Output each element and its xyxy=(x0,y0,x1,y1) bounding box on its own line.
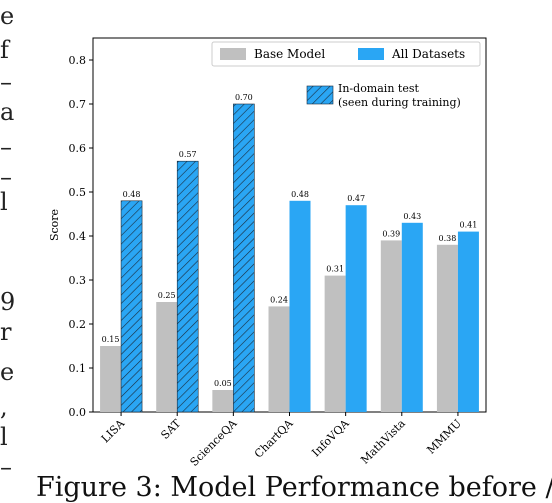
data-label-base: 0.25 xyxy=(158,291,176,300)
bar-all-mmmu xyxy=(457,231,479,412)
data-label-all: 0.48 xyxy=(291,190,309,199)
bar-base-infovqa xyxy=(324,275,346,412)
margin-glyph: f xyxy=(0,36,9,64)
data-label-all: 0.41 xyxy=(460,221,478,230)
x-tick-label: ChartQA xyxy=(252,416,296,460)
data-label-base: 0.24 xyxy=(270,295,288,304)
y-tick-label: 0.2 xyxy=(69,318,87,331)
bar-base-chartqa xyxy=(268,306,290,412)
bars-group: 0.15 0.48 0.25 0.57 0.05 0.70 0.24 0.48 0.31 0.47… xyxy=(100,93,479,413)
margin-glyph: – xyxy=(0,453,12,481)
y-tick-label: 0.5 xyxy=(69,186,87,199)
bar-base-scienceqa xyxy=(212,390,234,412)
data-label-all: 0.57 xyxy=(179,150,197,159)
data-label-base: 0.15 xyxy=(102,335,120,344)
margin-glyph: l xyxy=(0,188,8,216)
bar-base-mmmu xyxy=(436,244,458,412)
legend-swatch-base xyxy=(220,48,246,60)
x-tick-label: InfoVQA xyxy=(309,416,352,459)
margin-glyph: a xyxy=(0,98,15,126)
legend-label-in-domain: In-domain test xyxy=(338,82,419,95)
margin-glyph: – xyxy=(0,163,12,191)
y-tick-label: 0.7 xyxy=(69,98,87,111)
data-label-base: 0.31 xyxy=(326,265,344,274)
margin-glyph: – xyxy=(0,133,12,161)
bar-base-mathvista xyxy=(380,240,402,412)
legend-label-all: All Datasets xyxy=(391,47,465,61)
legend-box xyxy=(211,41,481,67)
bar-base-sat xyxy=(156,302,178,412)
bar-all-scienceqa xyxy=(233,103,255,413)
y-tick-label: 0.3 xyxy=(69,274,87,287)
data-label-all: 0.47 xyxy=(347,194,365,203)
margin-glyph: r xyxy=(0,318,12,346)
margin-glyph: l xyxy=(0,423,8,451)
x-tick-label: MMMU xyxy=(424,417,464,457)
margin-glyph: , xyxy=(0,393,8,421)
legend-swatch-in-domain xyxy=(306,85,334,105)
y-axis-label: Score xyxy=(48,209,61,241)
data-label-all: 0.43 xyxy=(403,212,421,221)
bar-all-chartqa xyxy=(289,200,311,412)
margin-glyph: e xyxy=(0,358,15,386)
legend: Base Model All Datasets In-domain test(see… xyxy=(211,41,481,109)
y-tick-label: 0.0 xyxy=(69,406,87,419)
margin-glyph: e xyxy=(0,2,15,30)
y-tick-label: 0.8 xyxy=(69,54,87,67)
x-tick-label: ScienceQA xyxy=(188,416,241,469)
y-tick-label: 0.4 xyxy=(69,230,87,243)
legend-swatch-all xyxy=(358,48,384,60)
margin-glyph: – xyxy=(0,68,12,96)
data-label-all: 0.70 xyxy=(235,93,253,102)
x-tick-label: MathVista xyxy=(358,417,408,467)
bar-all-lisa xyxy=(120,200,143,413)
bar-base-lisa xyxy=(100,346,122,412)
bar-chart: 0.0 0.1 0.2 0.3 0.4 0.5 0.6 0.7 0.8 Score LISA SAT S… xyxy=(48,37,487,469)
data-label-base: 0.05 xyxy=(214,379,232,388)
data-label-base: 0.39 xyxy=(382,229,400,238)
bar-all-sat xyxy=(176,160,199,413)
data-label-all: 0.48 xyxy=(123,190,141,199)
bar-all-mathvista xyxy=(401,222,423,412)
y-tick-label: 0.1 xyxy=(69,362,87,375)
x-tick-label: SAT xyxy=(158,416,183,441)
legend-label-base: Base Model xyxy=(254,47,325,61)
data-label-base: 0.38 xyxy=(439,234,457,243)
y-tick-label: 0.6 xyxy=(69,142,87,155)
figure-caption: Figure 3: Model Performance before / xyxy=(36,472,552,503)
margin-glyph: 9 xyxy=(0,288,16,316)
legend-label-in-domain-note: (seen during training) xyxy=(338,96,461,109)
x-tick-label: LISA xyxy=(99,416,128,445)
bar-all-infovqa xyxy=(345,205,367,412)
